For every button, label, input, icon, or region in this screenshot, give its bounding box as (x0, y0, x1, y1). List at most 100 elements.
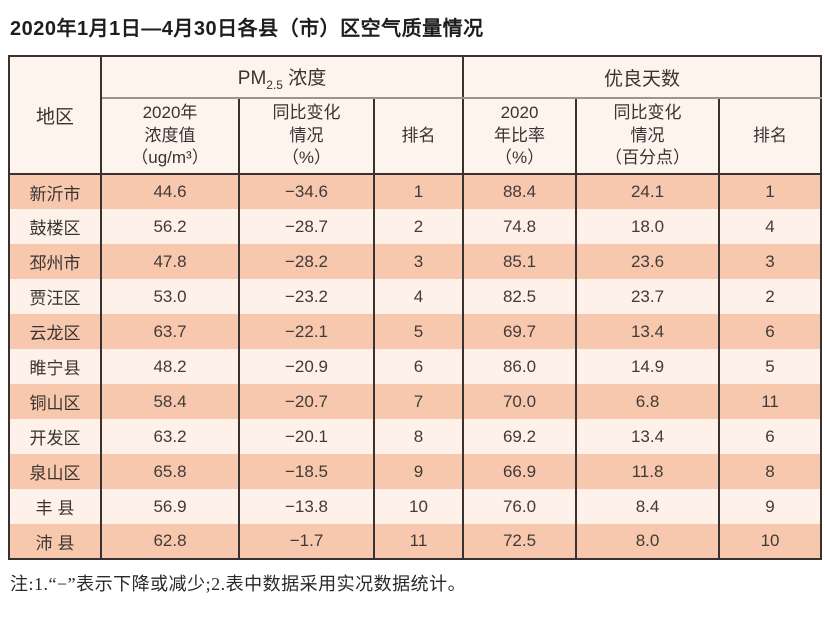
cell-pm-rank: 7 (372, 384, 465, 419)
header-group-row: 地区 PM2.5 浓度 优良天数 (8, 56, 823, 175)
cell-pm-change: −22.1 (238, 314, 375, 349)
cell-pm-change: −20.1 (238, 419, 375, 454)
table-row: 铜山区 58.4 −20.7 7 70.0 6.8 11 (8, 384, 823, 419)
cell-good-rank: 2 (718, 279, 823, 314)
cell-good-ratio: 70.0 (462, 384, 578, 419)
cell-pm-rank: 2 (372, 209, 465, 244)
cell-pm-change: −20.9 (238, 349, 375, 384)
col-header-region: 地区 (8, 56, 102, 175)
cell-good-change: 23.7 (575, 279, 721, 314)
table-row: 邳州市 47.8 −28.2 3 85.1 23.6 3 (8, 244, 823, 279)
cell-good-change: 8.0 (575, 524, 721, 559)
air-quality-table: 地区 PM2.5 浓度 优良天数 2020年 浓度值 （ug/m³） 同比变化 … (8, 55, 823, 560)
cell-region: 丰 县 (8, 489, 102, 524)
cell-pm-change: −18.5 (238, 454, 375, 489)
cell-region: 铜山区 (8, 384, 102, 419)
cell-pm-rank: 3 (372, 244, 465, 279)
cell-pm-change: −23.2 (238, 279, 375, 314)
cell-pm-change: −34.6 (238, 174, 375, 209)
table-row: 丰 县 56.9 −13.8 10 76.0 8.4 9 (8, 489, 823, 524)
cell-pm-rank: 4 (372, 279, 465, 314)
table-body: 新沂市 44.6 −34.6 1 88.4 24.1 1 鼓楼区 56.2 −2… (8, 174, 823, 559)
cell-pm-value: 47.8 (100, 244, 240, 279)
col-group-pm25: PM2.5 浓度 (99, 56, 465, 99)
cell-pm-value: 63.7 (100, 314, 240, 349)
cell-pm-value: 56.9 (100, 489, 240, 524)
cell-good-change: 13.4 (575, 314, 721, 349)
table-row: 新沂市 44.6 −34.6 1 88.4 24.1 1 (8, 174, 823, 209)
cell-pm-value: 53.0 (100, 279, 240, 314)
pm25-label-prefix: PM (237, 67, 267, 89)
col-header-good-rank: 排名 (718, 98, 823, 175)
cell-region: 开发区 (8, 419, 102, 454)
table-row: 鼓楼区 56.2 −28.7 2 74.8 18.0 4 (8, 209, 823, 244)
cell-region: 沛 县 (8, 524, 102, 559)
cell-good-ratio: 69.7 (462, 314, 578, 349)
cell-region: 邳州市 (8, 244, 102, 279)
cell-pm-rank: 11 (372, 524, 465, 559)
cell-pm-value: 63.2 (100, 419, 240, 454)
cell-good-change: 6.8 (575, 384, 721, 419)
cell-good-change: 14.9 (575, 349, 721, 384)
table-row: 睢宁县 48.2 −20.9 6 86.0 14.9 5 (8, 349, 823, 384)
pm25-label-suffix: 浓度 (282, 67, 327, 89)
cell-pm-change: −28.7 (238, 209, 375, 244)
cell-good-ratio: 66.9 (462, 454, 578, 489)
cell-region: 鼓楼区 (8, 209, 102, 244)
cell-good-rank: 9 (718, 489, 823, 524)
cell-region: 泉山区 (8, 454, 102, 489)
col-header-pm-value: 2020年 浓度值 （ug/m³） (100, 98, 240, 175)
cell-good-ratio: 88.4 (462, 174, 578, 209)
cell-pm-rank: 8 (372, 419, 465, 454)
cell-good-rank: 5 (718, 349, 823, 384)
cell-pm-change: −28.2 (238, 244, 375, 279)
col-group-good-days: 优良天数 (462, 56, 823, 99)
cell-pm-rank: 1 (372, 174, 465, 209)
cell-good-ratio: 69.2 (462, 419, 578, 454)
cell-good-ratio: 72.5 (462, 524, 578, 559)
cell-good-rank: 1 (718, 174, 823, 209)
pm25-label-subscript: 2.5 (266, 77, 283, 92)
cell-good-rank: 6 (718, 314, 823, 349)
table-row: 云龙区 63.7 −22.1 5 69.7 13.4 6 (8, 314, 823, 349)
cell-good-change: 18.0 (575, 209, 721, 244)
cell-pm-value: 56.2 (100, 209, 240, 244)
cell-good-rank: 10 (718, 524, 823, 559)
cell-good-ratio: 85.1 (462, 244, 578, 279)
cell-region: 睢宁县 (8, 349, 102, 384)
col-header-pm-change: 同比变化 情况 （%） (238, 98, 375, 175)
cell-pm-rank: 10 (372, 489, 465, 524)
cell-good-change: 11.8 (575, 454, 721, 489)
cell-pm-change: −1.7 (238, 524, 375, 559)
cell-good-change: 8.4 (575, 489, 721, 524)
cell-good-ratio: 74.8 (462, 209, 578, 244)
page-title: 2020年1月1日—4月30日各县（市）区空气质量情况 (10, 18, 484, 40)
col-header-pm-rank: 排名 (372, 98, 465, 175)
cell-good-rank: 8 (718, 454, 823, 489)
cell-pm-rank: 6 (372, 349, 465, 384)
cell-region: 新沂市 (8, 174, 102, 209)
cell-pm-value: 62.8 (100, 524, 240, 559)
cell-region: 云龙区 (8, 314, 102, 349)
cell-pm-rank: 9 (372, 454, 465, 489)
cell-region: 贾汪区 (8, 279, 102, 314)
cell-good-ratio: 76.0 (462, 489, 578, 524)
cell-pm-value: 58.4 (100, 384, 240, 419)
cell-pm-value: 65.8 (100, 454, 240, 489)
cell-pm-rank: 5 (372, 314, 465, 349)
cell-good-rank: 4 (718, 209, 823, 244)
cell-good-change: 23.6 (575, 244, 721, 279)
cell-pm-value: 48.2 (100, 349, 240, 384)
cell-good-ratio: 82.5 (462, 279, 578, 314)
cell-good-rank: 11 (718, 384, 823, 419)
table-header: 地区 PM2.5 浓度 优良天数 2020年 浓度值 （ug/m³） 同比变化 … (8, 56, 823, 175)
table-row: 开发区 63.2 −20.1 8 69.2 13.4 6 (8, 419, 823, 454)
cell-good-rank: 3 (718, 244, 823, 279)
header-sub-row: 2020年 浓度值 （ug/m³） 同比变化 情况 （%） 排名 2020 年比… (9, 98, 823, 175)
table-row: 沛 县 62.8 −1.7 11 72.5 8.0 10 (8, 524, 823, 559)
cell-good-rank: 6 (718, 419, 823, 454)
cell-good-change: 13.4 (575, 419, 721, 454)
cell-good-ratio: 86.0 (462, 349, 578, 384)
col-header-good-ratio: 2020 年比率 （%） (462, 98, 578, 175)
